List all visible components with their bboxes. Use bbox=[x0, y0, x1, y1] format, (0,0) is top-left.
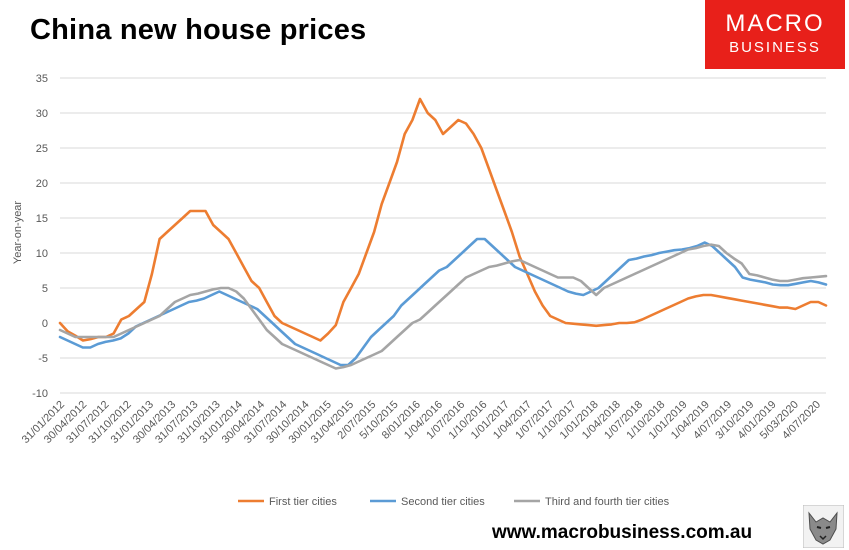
logo-line-macro: MACRO bbox=[725, 10, 825, 37]
y-tick-label: 20 bbox=[36, 178, 48, 190]
series-line-2 bbox=[58, 237, 828, 367]
y-tick-label: -5 bbox=[38, 353, 48, 365]
legend-label: Third and fourth tier cities bbox=[545, 496, 670, 508]
y-tick-label: 0 bbox=[42, 318, 48, 330]
y-tick-label: 25 bbox=[36, 143, 48, 155]
macrobusiness-logo: MACRO BUSINESS bbox=[705, 0, 845, 69]
y-tick-label: 5 bbox=[42, 283, 48, 295]
website-url: www.macrobusiness.com.au bbox=[492, 522, 753, 543]
y-tick-label: 15 bbox=[36, 213, 48, 225]
wolf-mascot-icon bbox=[803, 505, 844, 548]
logo-line-business: BUSINESS bbox=[729, 39, 821, 56]
series-line-1 bbox=[58, 97, 828, 342]
legend-label: First tier cities bbox=[269, 496, 337, 508]
legend-label: Second tier cities bbox=[401, 496, 485, 508]
series-line-3 bbox=[58, 243, 828, 370]
y-tick-label: -10 bbox=[32, 388, 48, 400]
y-axis-label: Year-on-year bbox=[12, 201, 24, 265]
page-title: China new house prices bbox=[30, 14, 367, 46]
y-tick-label: 35 bbox=[36, 73, 48, 85]
y-tick-label: 10 bbox=[36, 248, 48, 260]
y-tick-label: 30 bbox=[36, 108, 48, 120]
